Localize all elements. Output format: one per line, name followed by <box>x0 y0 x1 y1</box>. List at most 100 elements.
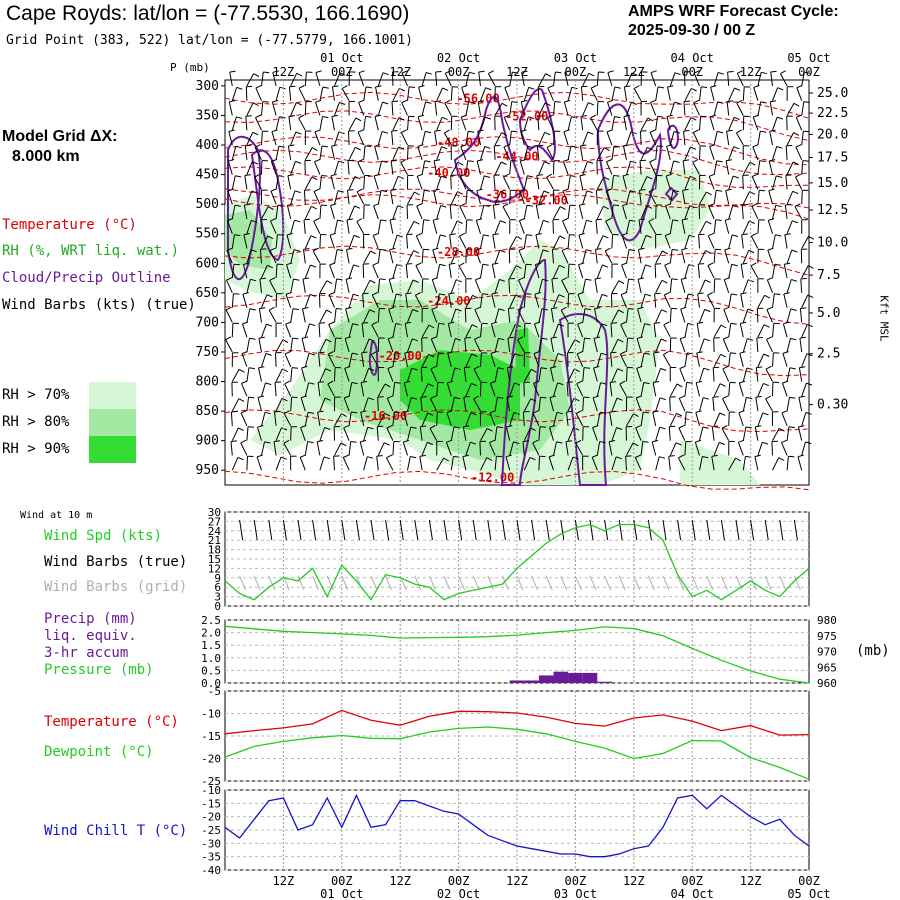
wind-barb-staff <box>750 265 759 279</box>
wind-barb-staff <box>757 160 761 175</box>
wind-barb-flag <box>557 382 564 386</box>
wind-barb-staff <box>547 117 554 131</box>
wind-barb-staff <box>407 309 414 323</box>
wind-barb-flag <box>719 441 725 446</box>
temperature-contour <box>224 470 810 491</box>
wind-barb-staff <box>669 101 675 116</box>
wind-barb-flag <box>747 338 754 341</box>
wind-barb-true <box>560 519 565 541</box>
wind-barb-staff <box>609 382 613 397</box>
wind-barb-staff <box>722 368 730 382</box>
wind-barb-flag <box>427 441 433 446</box>
wind-barb-flag <box>788 426 795 429</box>
wind-barb-flag <box>712 425 719 428</box>
wind-barb-flag <box>774 263 781 266</box>
wind-barb-flag <box>504 114 511 118</box>
wind-barb-flag <box>661 279 668 284</box>
wind-barb-staff <box>377 101 383 116</box>
wind-barb-staff <box>611 456 617 471</box>
wind-barb-staff <box>626 249 630 264</box>
wind-barb-flag <box>621 262 628 266</box>
wind-barb-staff <box>509 190 511 205</box>
wind-barb-flag <box>416 232 423 237</box>
wind-barb-staff <box>420 397 423 412</box>
wind-barb-flag <box>722 395 729 400</box>
wind-barb-staff <box>389 249 394 264</box>
wind-barb-staff <box>640 176 648 190</box>
wind-barb-flag <box>368 338 375 342</box>
wind-barb-staff <box>462 426 467 441</box>
wind-barb-staff <box>494 249 501 264</box>
wind-barb-staff <box>728 411 730 426</box>
wind-barb-staff <box>538 161 545 175</box>
wind-barb-staff <box>582 73 590 87</box>
temperature-tick-label: -15 <box>201 730 221 743</box>
wind-barb-flag <box>272 99 279 103</box>
wind-barb-flag <box>309 293 316 297</box>
wind-barb-staff <box>401 102 408 116</box>
wind-barb-flag <box>621 232 628 236</box>
wind-barb-staff <box>794 206 803 220</box>
wind-barb-flag <box>674 101 681 105</box>
wind-barb-staff <box>392 117 400 131</box>
temperature-tick-label: -20 <box>201 753 221 766</box>
wind-barb-staff <box>781 382 788 397</box>
wind-barb-staff <box>227 161 233 175</box>
wind-barb-staff <box>269 250 277 264</box>
wind-barb-flag <box>760 101 767 104</box>
wind-barb-flag <box>475 247 482 251</box>
wind-barb-staff <box>523 175 528 190</box>
wind-barb-flag <box>711 454 718 457</box>
wind-barb-flag <box>575 410 582 414</box>
wind-barb-staff <box>357 161 365 175</box>
wind-barb-flag <box>543 190 550 194</box>
wind-barb-flag <box>345 277 353 280</box>
wind-barb-staff <box>507 338 511 353</box>
wind-barb-flag <box>229 100 236 103</box>
wind-barb-staff <box>334 249 338 264</box>
wind-barb-true <box>516 519 521 541</box>
wind-barb-staff <box>348 235 355 249</box>
wind-barb-staff <box>655 116 658 131</box>
wind-barb-flag <box>609 410 616 413</box>
wind-barb-staff <box>319 456 325 471</box>
wind-barb-flag <box>785 174 792 176</box>
wind-barb-staff <box>665 205 671 220</box>
wind-barb-staff <box>494 426 498 441</box>
wind-barb-staff <box>605 220 613 234</box>
wind-barb-staff <box>458 235 467 249</box>
wind-barb-flag <box>377 425 384 428</box>
wind-barb-staff <box>450 308 457 323</box>
wind-barb-flag <box>491 292 498 295</box>
temperature-tick-label: -25 <box>201 775 221 788</box>
cloud-outline <box>227 135 261 280</box>
wind-barb-staff <box>610 352 613 367</box>
wind-barb-flag <box>575 439 582 444</box>
wind-barb-staff <box>713 278 716 293</box>
wind-barb-flag <box>434 159 441 162</box>
wind-barb-flag <box>545 73 552 77</box>
wind-barb-flag <box>375 85 382 88</box>
wind-barb-flag <box>727 100 734 103</box>
wind-barb-staff <box>447 323 452 338</box>
wind-barb-staff <box>740 264 744 279</box>
wind-barb-flag <box>678 424 685 429</box>
wind-barb-flag <box>563 158 570 162</box>
height-tick-label: 22.5 <box>817 106 848 121</box>
wind-barb-staff <box>406 234 408 249</box>
wind-barb-flag <box>511 101 518 103</box>
wind-barb-flag <box>544 161 550 165</box>
wind-barb-flag <box>792 220 798 224</box>
wind-barb-flag <box>544 131 551 136</box>
wind-barb-flag <box>456 220 463 224</box>
wind-barb-staff <box>261 412 266 427</box>
wind-barb-staff <box>594 308 598 323</box>
wind-barb-staff <box>684 176 691 190</box>
wind-barb-flag <box>298 114 305 119</box>
wind-barb-staff <box>375 86 379 101</box>
wind-barb-flag <box>401 129 407 133</box>
wind-barb-staff <box>755 367 759 382</box>
wind-barb-flag <box>298 85 305 89</box>
wind-barb-staff <box>446 412 452 427</box>
temperature-contour <box>224 91 810 119</box>
